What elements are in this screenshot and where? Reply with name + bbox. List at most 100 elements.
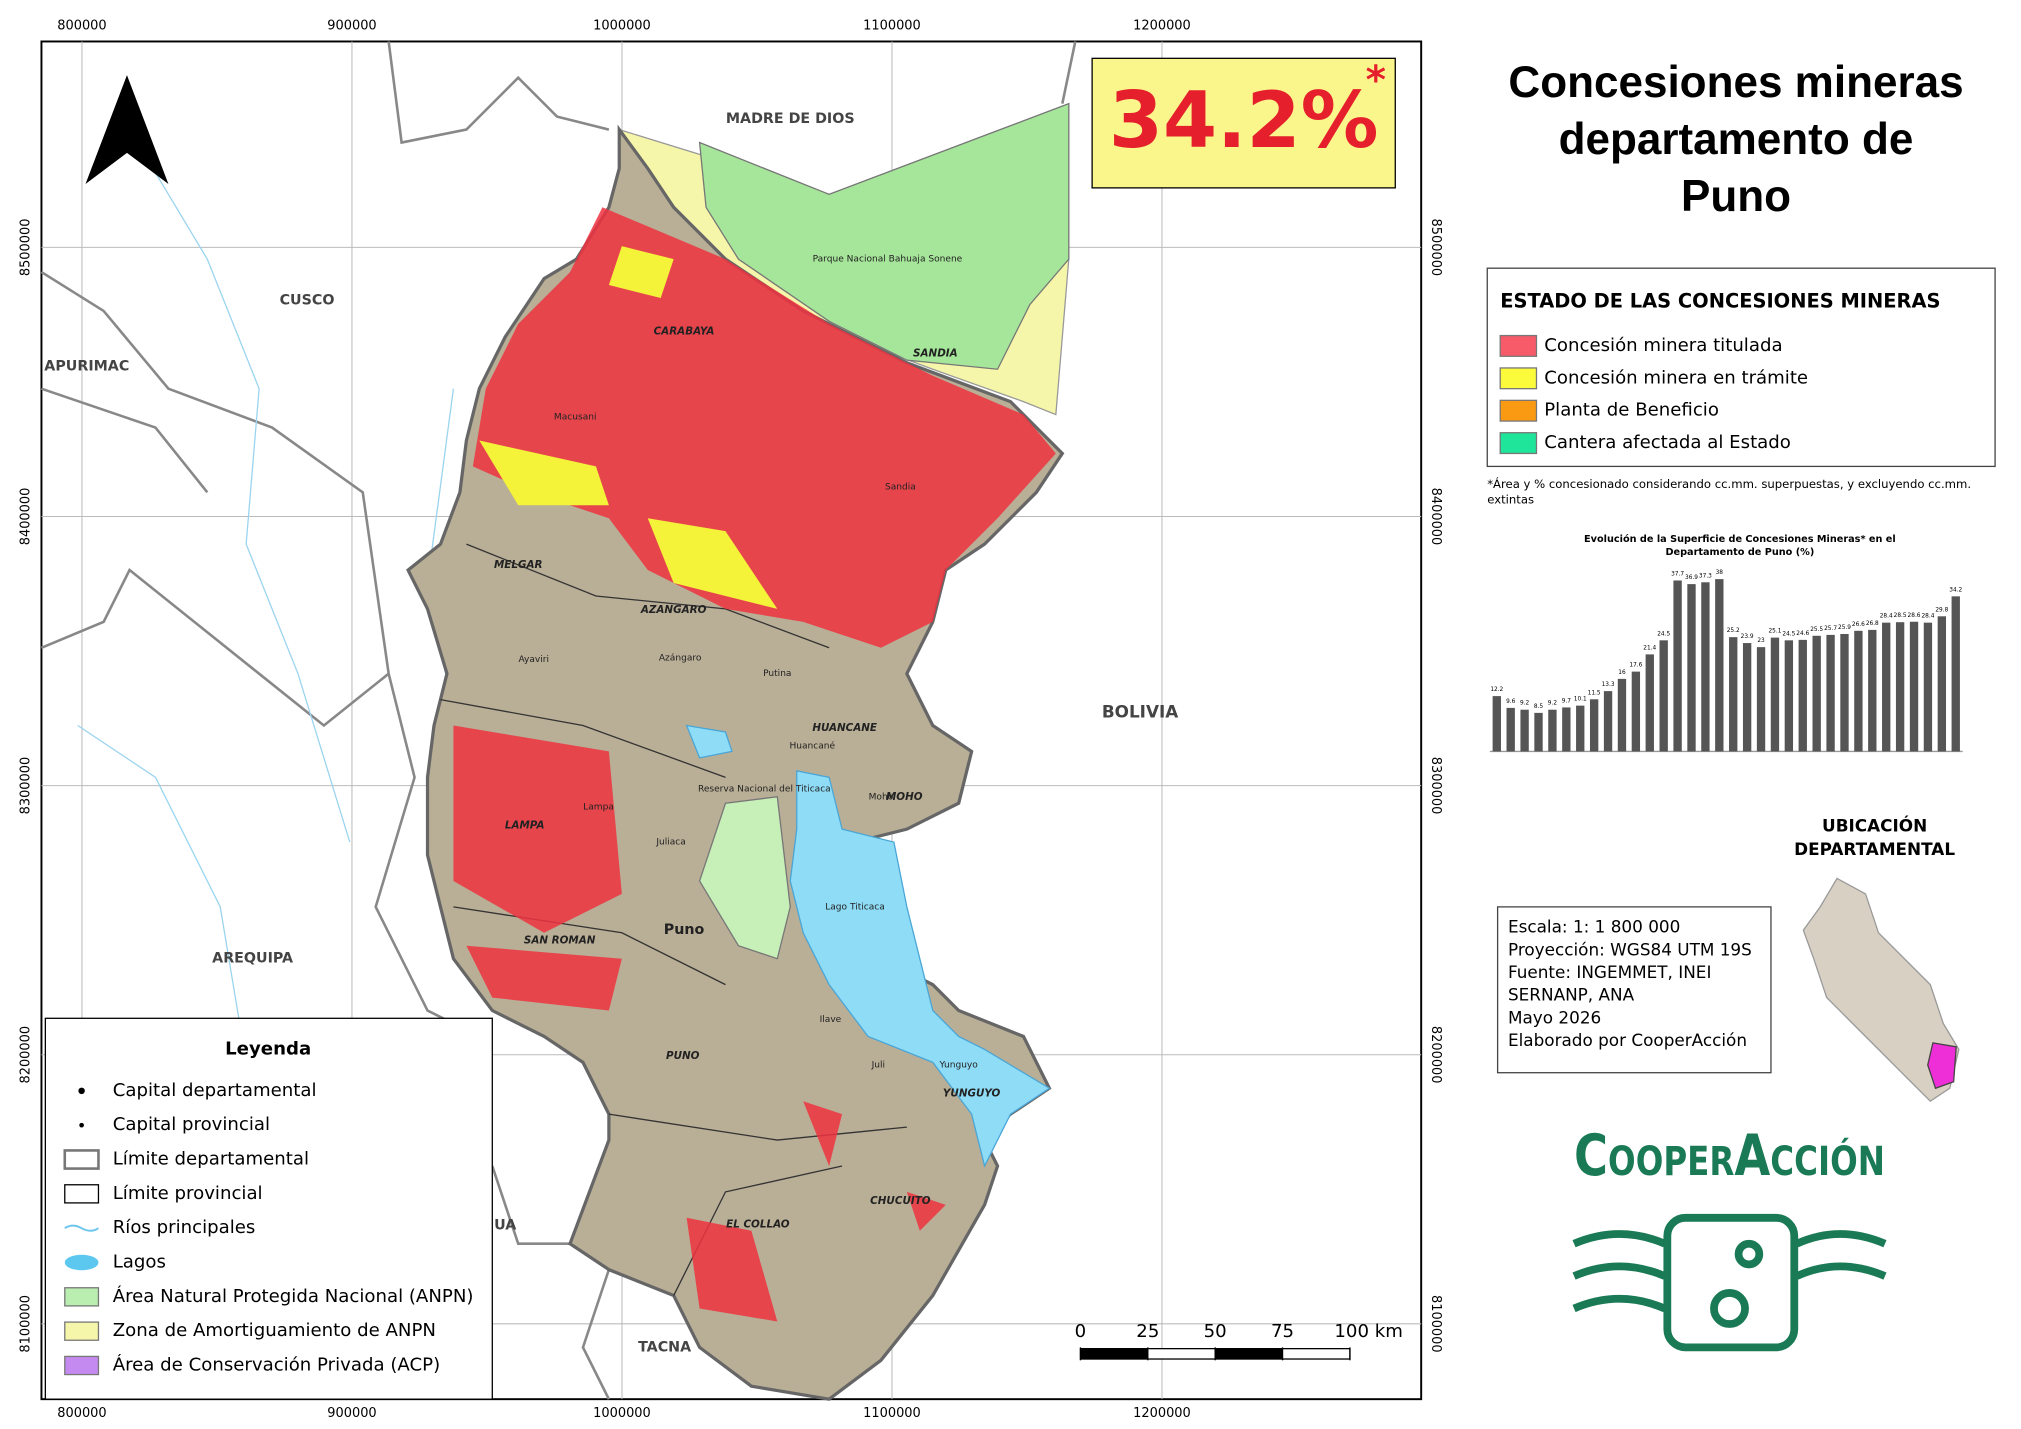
boundary xyxy=(41,387,455,1025)
bar xyxy=(1854,630,1863,752)
value-label: 29.8 xyxy=(1935,607,1948,613)
place-label: Ayaviri xyxy=(518,655,549,665)
info-line: Proyección: WGS84 UTM 19S xyxy=(1508,939,1752,959)
scale-label: 50 xyxy=(1204,1321,1227,1342)
x-tick-label: 1200000 xyxy=(1133,1406,1191,1421)
legend-label: Límite provincial xyxy=(113,1183,263,1204)
value-label: 38 xyxy=(1716,570,1724,576)
y-tick-label: 8500000 xyxy=(1428,219,1443,277)
place-label: Lampa xyxy=(583,803,614,813)
legend-symbol xyxy=(64,1184,100,1204)
x-tick-label: 1000000 xyxy=(593,18,651,33)
place-label: Sandia xyxy=(885,483,916,493)
value-label: 25.1 xyxy=(1768,629,1781,635)
legend-title: Leyenda xyxy=(225,1038,311,1059)
bar xyxy=(1576,705,1585,752)
value-label: 10.1 xyxy=(1574,697,1587,703)
y-tick-label: 8500000 xyxy=(18,219,33,277)
legend-swatch xyxy=(1499,367,1538,390)
legend-label: Cantera afectada al Estado xyxy=(1544,432,1791,453)
title: departamento de xyxy=(1559,115,1914,164)
bar xyxy=(1729,637,1738,752)
bar xyxy=(1923,622,1933,752)
map-annotations: 800000 800000 900000 900000 1000000 1000000 11… xyxy=(18,18,1443,1420)
chart-title: Evolución de la Superficie de Concesione… xyxy=(1584,533,1896,545)
x-tick-label: 900000 xyxy=(327,18,376,33)
region-label: MADRE DE DIOS xyxy=(726,111,855,127)
bar xyxy=(1589,699,1599,752)
province-label: SAN ROMAN xyxy=(524,935,596,947)
x-tick-label: 1000000 xyxy=(593,1406,651,1421)
y-tick-label: 8300000 xyxy=(1428,757,1443,815)
bar xyxy=(1798,639,1807,752)
region-label: CUSCO xyxy=(280,293,335,309)
value-label: 28.6 xyxy=(1908,613,1921,619)
province-label: PUNO xyxy=(666,1050,700,1062)
province-label: EL COLLAO xyxy=(726,1218,790,1230)
bar xyxy=(1701,582,1710,752)
logo-icon xyxy=(1572,1213,1887,1352)
y-tick-label: 8200000 xyxy=(1428,1026,1443,1084)
legend-box xyxy=(44,1017,493,1400)
legend-label: Ríos principales xyxy=(113,1217,256,1238)
bar xyxy=(1492,696,1501,752)
region-label: APURIMAC xyxy=(44,359,129,375)
region-label: UA xyxy=(494,1218,516,1234)
protected-area xyxy=(698,102,1070,370)
bar xyxy=(1548,709,1557,752)
value-label: 23 xyxy=(1757,638,1765,644)
scale-label: 100 km xyxy=(1334,1321,1403,1342)
bar xyxy=(1506,707,1515,752)
status-legend-title: ESTADO DE LAS CONCESIONES MINERAS xyxy=(1500,289,1940,312)
legend-symbol xyxy=(64,1254,99,1271)
region-label: BOLIVIA xyxy=(1102,702,1178,722)
location-title: UBICACIÓN xyxy=(1822,815,1927,836)
location-title: DEPARTAMENTAL xyxy=(1794,839,1955,859)
place-label: Juli xyxy=(871,1060,885,1070)
y-tick-label: 8100000 xyxy=(18,1295,33,1353)
bar xyxy=(1951,596,1960,752)
info-line: Mayo 2026 xyxy=(1508,1007,1601,1027)
lake xyxy=(789,770,1051,1168)
concession-pending xyxy=(479,246,778,609)
bar xyxy=(1840,633,1849,752)
bar xyxy=(1909,621,1919,752)
puno-highlight xyxy=(1927,1042,1957,1090)
place-label: Juliaca xyxy=(655,838,686,848)
x-tick-label: 1100000 xyxy=(863,18,921,33)
bar xyxy=(1645,654,1654,752)
legend-symbol xyxy=(64,1355,100,1376)
y-tick-label: 8100000 xyxy=(1428,1295,1443,1353)
province-label: YUNGUYO xyxy=(943,1087,1001,1099)
value-label: 34.2 xyxy=(1949,587,1962,593)
note: extintas xyxy=(1487,493,1534,507)
value-label: 36.9 xyxy=(1685,575,1698,581)
place-label: Macusani xyxy=(554,413,597,423)
info-box xyxy=(1496,906,1772,1074)
value-label: 28.5 xyxy=(1894,613,1907,619)
concession-titled xyxy=(472,207,1056,648)
legend-label: Capital provincial xyxy=(113,1114,270,1135)
side-panel: Concesiones mineras departamento de Puno ES… xyxy=(1486,58,1996,1352)
value-label: 24.5 xyxy=(1657,631,1670,637)
scale-segment xyxy=(1079,1348,1149,1360)
value-label: 37.3 xyxy=(1699,573,1712,579)
place-label: Lago Titicaca xyxy=(825,902,885,912)
scale-segment xyxy=(1147,1348,1216,1360)
scale-label: 0 xyxy=(1075,1321,1087,1342)
bar xyxy=(1812,635,1821,752)
info-line: Fuente: INGEMMET, INEI xyxy=(1508,962,1711,982)
legend-label: Planta de Beneficio xyxy=(1544,400,1719,421)
value-label: 24.6 xyxy=(1796,631,1809,637)
north-arrow xyxy=(85,75,169,184)
value-label: 8.5 xyxy=(1534,704,1544,710)
x-tick-label: 1100000 xyxy=(863,1406,921,1421)
province-label: AZANGARO xyxy=(640,604,707,616)
legend-label: Lagos xyxy=(113,1252,166,1273)
peru-outline xyxy=(1802,877,1960,1103)
status-legend-box xyxy=(1486,267,1996,468)
bar xyxy=(1895,622,1905,752)
bar xyxy=(1673,580,1682,752)
place-label: Azángaro xyxy=(659,654,702,664)
